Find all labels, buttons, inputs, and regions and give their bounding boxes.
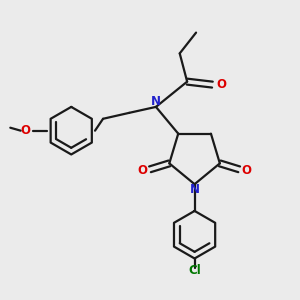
Text: O: O — [21, 124, 31, 137]
Text: O: O — [138, 164, 148, 177]
Text: O: O — [216, 78, 226, 91]
Text: Cl: Cl — [188, 265, 201, 278]
Text: N: N — [151, 95, 161, 108]
Text: N: N — [190, 183, 200, 196]
Text: O: O — [242, 164, 252, 177]
